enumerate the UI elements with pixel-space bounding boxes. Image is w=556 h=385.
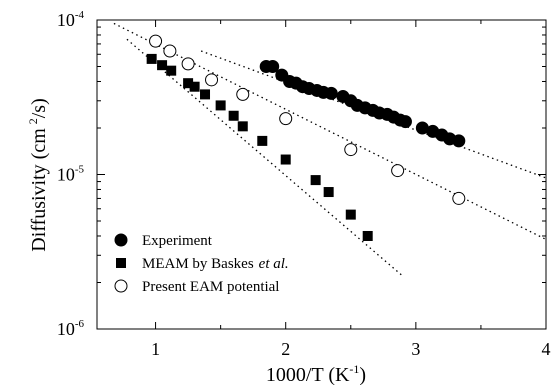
series-3-point: [279, 112, 293, 126]
fit-line-2: [126, 38, 404, 277]
y-tick-label: 10-4: [57, 9, 85, 30]
series-3-point: [149, 34, 163, 48]
series-1-point: [266, 60, 280, 74]
series-3-point: [205, 73, 219, 87]
series-2-point: [157, 60, 168, 71]
x-tick-label: 4: [542, 339, 551, 359]
series-2-point: [237, 121, 248, 132]
series-2-point: [257, 135, 268, 146]
legend-marker-2: [116, 258, 126, 268]
series-1-point: [324, 86, 338, 100]
y-tick-label: 10-5: [57, 164, 85, 185]
y-axis-label: Diffusivity (cm2/s): [26, 98, 50, 252]
x-tick-label: 3: [411, 339, 420, 359]
series-3-point: [181, 57, 195, 71]
legend-label-2: MEAM by Baskes et al.: [142, 256, 289, 272]
series-2-point: [200, 89, 211, 100]
series-1-point: [398, 115, 412, 129]
x-tick-label: 2: [281, 339, 290, 359]
series-2-point: [215, 100, 226, 111]
series-2-point: [310, 175, 321, 186]
series-2-point: [183, 78, 194, 89]
legend: Experiment MEAM by Baskes et al. Present EA…: [114, 233, 289, 295]
legend-marker-3: [114, 279, 128, 293]
data-points: [146, 34, 466, 241]
series-2-point: [362, 230, 373, 241]
series-2-point: [166, 65, 177, 76]
series-2-point: [146, 53, 157, 64]
legend-marker-1: [114, 233, 128, 247]
x-axis-label: 1000/T (K-1): [266, 362, 366, 385]
y-axis: 10-6 10-5 10-4: [57, 9, 546, 339]
series-2-point: [280, 154, 291, 165]
series-1-point: [452, 134, 466, 148]
x-tick-label: 1: [151, 339, 160, 359]
series-3-point: [163, 44, 177, 58]
x-axis: 1 2 3 4: [151, 20, 551, 359]
fit-line-3: [113, 22, 547, 241]
series-2-point: [228, 110, 239, 121]
fit-line-1: [200, 50, 547, 179]
series-3-point: [391, 164, 405, 178]
legend-label-3: Present EAM potential: [142, 279, 279, 295]
legend-label-1: Experiment: [142, 233, 213, 249]
y-tick-label: 10-6: [57, 318, 85, 339]
series-3-point: [236, 87, 250, 101]
series-3-point: [452, 191, 466, 205]
series-2-point: [323, 187, 334, 198]
series-2-point: [345, 209, 356, 220]
series-2-point: [189, 81, 200, 92]
series-3-point: [344, 143, 358, 157]
